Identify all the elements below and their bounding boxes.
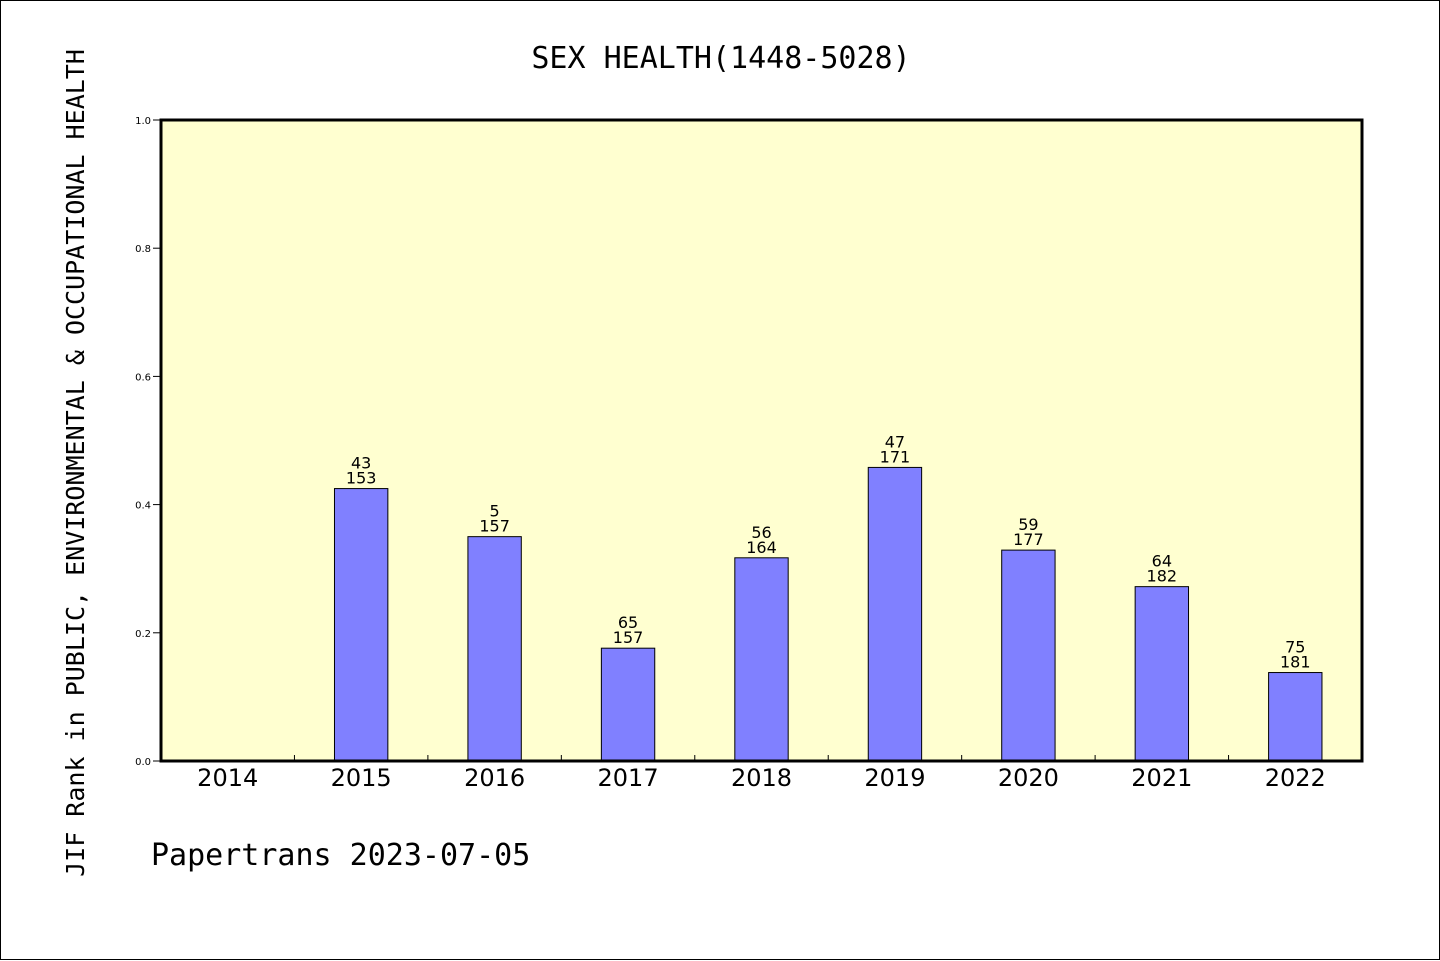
chart-title: SEX HEALTH(1448-5028) [531,41,910,76]
bar-label-rank: 5 [490,502,500,521]
y-axis-label: JIF Rank in PUBLIC, ENVIRONMENTAL & OCCU… [61,49,90,877]
y-tick-label: 1.0 [135,116,151,127]
bar-2016 [467,536,522,762]
y-axis: 0.0 0.2 0.4 0.6 0.8 1.0 [135,116,161,768]
y-tick-label: 0.8 [135,244,151,255]
bar-label-total: 181 [1280,653,1311,672]
bar-label-total: 182 [1147,567,1178,586]
bar-label-rank: 75 [1285,638,1305,657]
y-tick-label: 0.2 [135,629,151,640]
x-tick-label: 2015 [331,764,392,792]
x-tick-label: 2019 [864,764,925,792]
bar-label-total: 177 [1013,530,1044,549]
x-tick-label: 2022 [1265,764,1326,792]
x-tick-label: 2016 [464,764,525,792]
bar-label-rank: 56 [751,523,771,542]
bar-label-total: 157 [479,517,510,536]
bars-layer [333,466,1323,762]
bar-2015 [333,488,389,762]
x-tick-label: 2020 [998,764,1059,792]
bar-label-rank: 59 [1018,515,1038,534]
bar-2018 [734,557,789,762]
bar-2021 [1134,586,1190,762]
bar-2022 [1268,672,1323,762]
bar-label-total: 153 [346,469,377,488]
bar-label-total: 157 [613,628,644,647]
bar-2017 [600,647,656,762]
footer-credit: Papertrans 2023-07-05 [151,838,530,873]
x-tick-label: 2014 [197,764,258,792]
y-tick-label: 0.4 [135,501,151,512]
plot-frame [159,118,1364,763]
bar-label-total: 171 [880,447,911,466]
x-tick-label: 2021 [1131,764,1192,792]
y-tick-label: 0.6 [135,372,151,383]
bar-label-rank: 47 [885,432,905,451]
x-tick-label: 2017 [598,764,659,792]
bar-label-rank: 43 [351,454,371,473]
x-tick-label: 2018 [731,764,792,792]
y-tick-label: 0.0 [135,757,151,768]
bar-label-rank: 64 [1152,552,1172,571]
bar-label-rank: 65 [618,613,638,632]
bar-2020 [1001,549,1056,762]
bar-label-total: 164 [746,538,777,557]
bar-2019 [867,466,923,762]
x-axis: 2014 2015 2016 2017 2018 2019 2020 2021 2022 [197,755,1326,792]
